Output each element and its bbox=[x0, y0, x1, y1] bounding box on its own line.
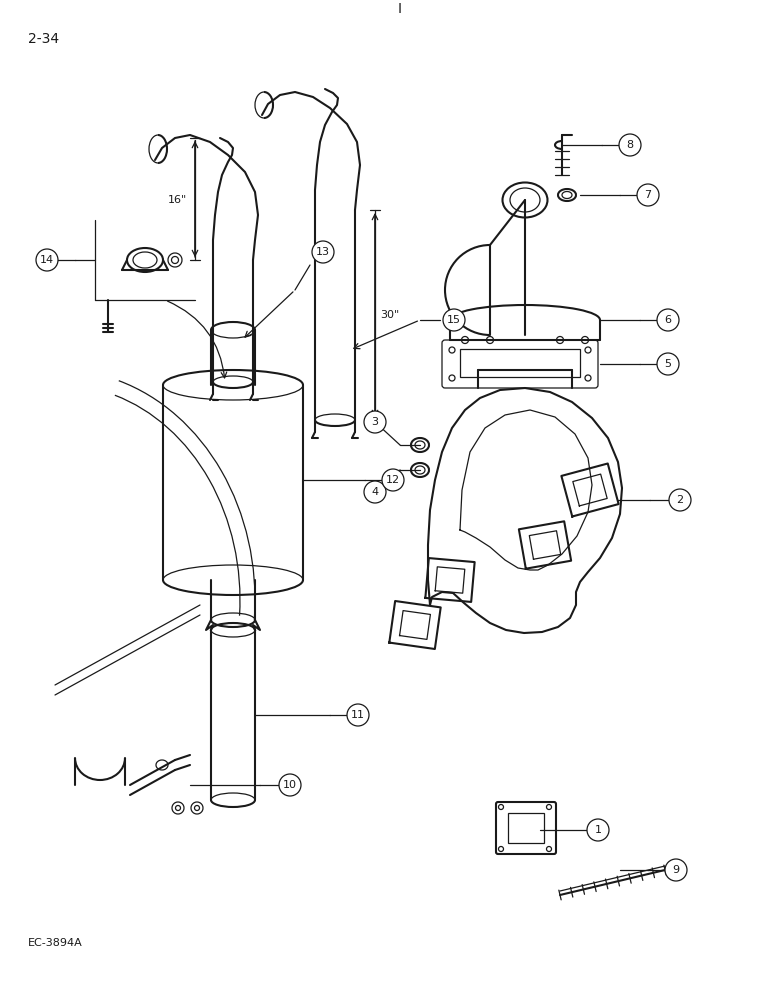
Circle shape bbox=[36, 249, 58, 271]
Text: 4: 4 bbox=[371, 487, 378, 497]
Circle shape bbox=[619, 134, 641, 156]
Circle shape bbox=[347, 704, 369, 726]
Circle shape bbox=[657, 309, 679, 331]
Text: 5: 5 bbox=[665, 359, 672, 369]
Text: 13: 13 bbox=[316, 247, 330, 257]
Circle shape bbox=[364, 411, 386, 433]
Circle shape bbox=[665, 859, 687, 881]
Text: 8: 8 bbox=[626, 140, 634, 150]
Text: 30": 30" bbox=[380, 310, 399, 320]
Text: EC-3894A: EC-3894A bbox=[28, 938, 83, 948]
Circle shape bbox=[312, 241, 334, 263]
Text: 7: 7 bbox=[645, 190, 652, 200]
Circle shape bbox=[587, 819, 609, 841]
Text: 14: 14 bbox=[40, 255, 54, 265]
Text: 1: 1 bbox=[594, 825, 601, 835]
Text: 10: 10 bbox=[283, 780, 297, 790]
Text: 12: 12 bbox=[386, 475, 400, 485]
Circle shape bbox=[382, 469, 404, 491]
Text: I: I bbox=[398, 2, 402, 16]
Text: 9: 9 bbox=[672, 865, 679, 875]
Text: 6: 6 bbox=[665, 315, 672, 325]
Circle shape bbox=[443, 309, 465, 331]
Text: 11: 11 bbox=[351, 710, 365, 720]
Text: 15: 15 bbox=[447, 315, 461, 325]
Circle shape bbox=[669, 489, 691, 511]
Circle shape bbox=[279, 774, 301, 796]
Circle shape bbox=[657, 353, 679, 375]
Text: 16": 16" bbox=[168, 195, 187, 205]
Text: 2-34: 2-34 bbox=[28, 32, 59, 46]
Circle shape bbox=[637, 184, 659, 206]
Circle shape bbox=[364, 481, 386, 503]
Text: 3: 3 bbox=[371, 417, 378, 427]
Text: 2: 2 bbox=[676, 495, 683, 505]
